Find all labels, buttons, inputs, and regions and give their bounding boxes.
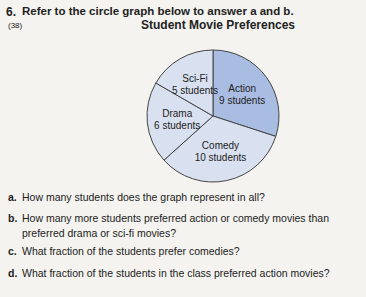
html-text:Refer to the circle graph belo: Refer to the circle graph below to answe… (22, 5, 294, 17)
html-text:d. What fraction of the studen: d. What fraction of the students in the … (8, 267, 330, 279)
svg-text:Drama: Drama (162, 108, 192, 119)
html-text:a.: a. (8, 191, 17, 203)
svg-text:10 students: 10 students (195, 152, 247, 163)
html-text:6.: 6. (6, 5, 16, 19)
svg-text:Sci-Fi: Sci-Fi (182, 73, 208, 84)
html-text:c.: c. (8, 245, 17, 257)
html-text:b. How many more students pref: b. How many more students preferred acti… (8, 212, 329, 224)
html-text:(38): (38) (8, 21, 23, 30)
svg-text:6 students: 6 students (154, 120, 200, 131)
svg-text:9 students: 9 students (219, 95, 265, 106)
html-text:What fraction of the students: What fraction of the students prefer com… (22, 245, 240, 257)
html-text:preferred drama or sci-fi movi: preferred drama or sci-fi movies? (22, 227, 177, 239)
svg-text:Student Movie Preferences: Student Movie Preferences (141, 18, 295, 32)
svg-text:Comedy: Comedy (202, 140, 239, 151)
svg-text:5 students: 5 students (172, 85, 218, 96)
html-text:How many students does the gra: How many students does the graph represe… (22, 191, 265, 203)
svg-text:Action: Action (228, 83, 256, 94)
